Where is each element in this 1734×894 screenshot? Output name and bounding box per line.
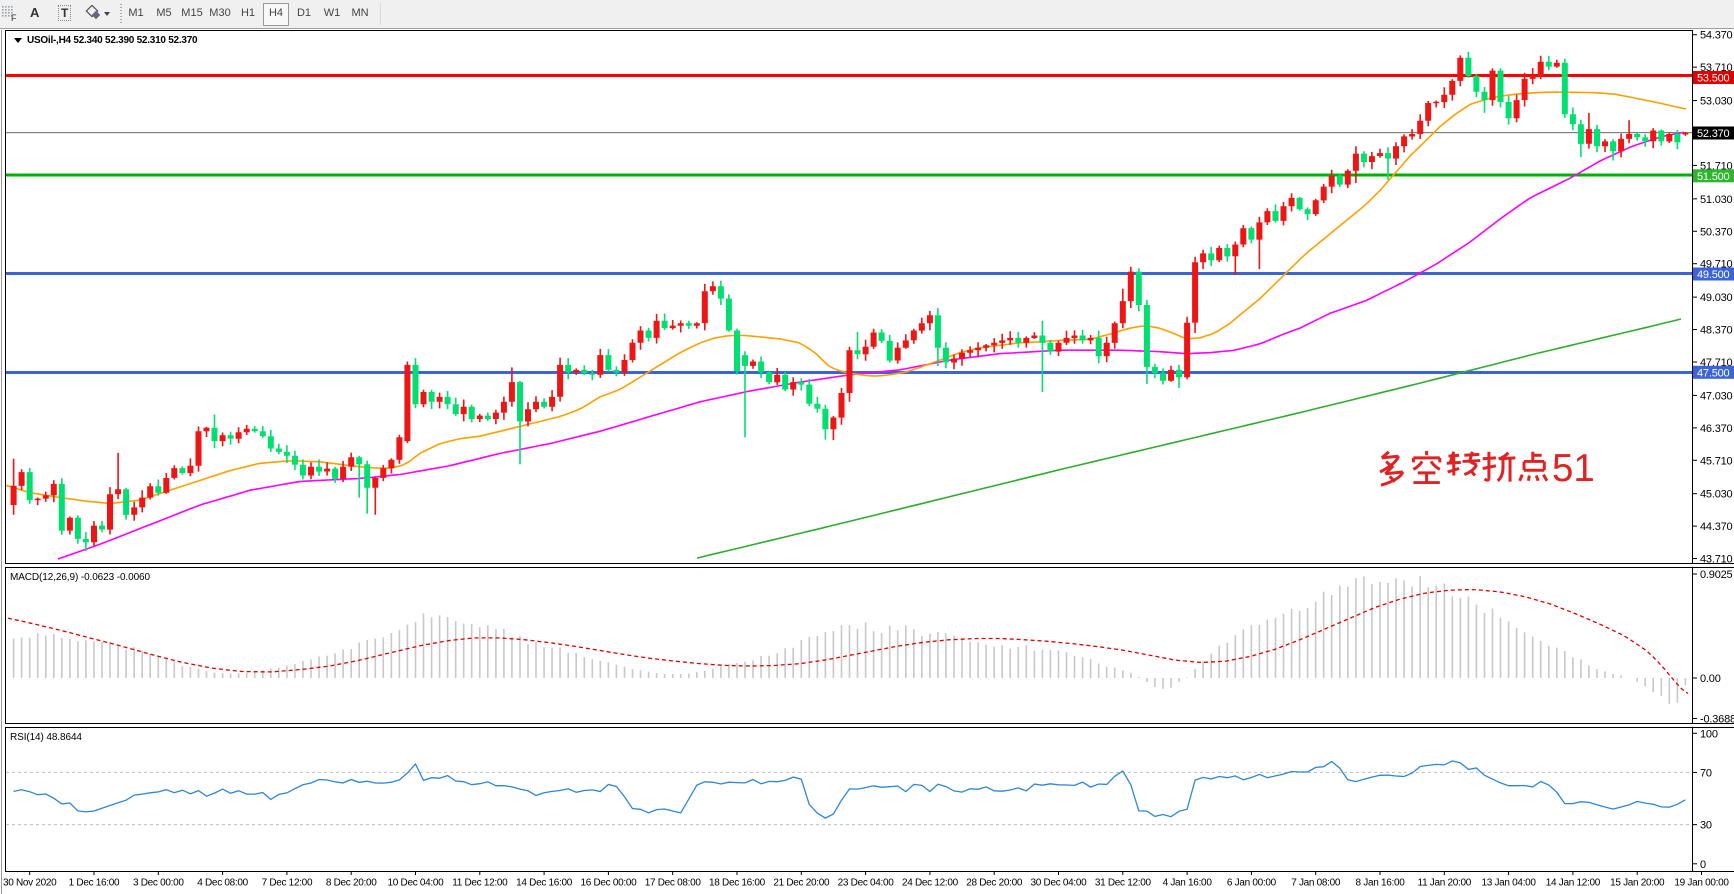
svg-text:21 Dec 20:00: 21 Dec 20:00 [773,878,830,889]
svg-text:14 Jan 12:00: 14 Jan 12:00 [1546,878,1601,889]
svg-text:31 Dec 12:00: 31 Dec 12:00 [1095,878,1152,889]
svg-text:4 Jan 16:00: 4 Jan 16:00 [1163,878,1213,889]
svg-text:53.500: 53.500 [1697,73,1730,85]
svg-text:48.370: 48.370 [1700,325,1733,337]
svg-text:16 Dec 00:00: 16 Dec 00:00 [580,878,637,889]
svg-text:1 Dec 16:00: 1 Dec 16:00 [69,878,120,889]
svg-text:49.500: 49.500 [1697,269,1730,281]
svg-text:11 Dec 12:00: 11 Dec 12:00 [452,878,508,889]
svg-text:18 Dec 16:00: 18 Dec 16:00 [709,878,766,889]
svg-text:51: 51 [1552,447,1595,490]
svg-text:51.500: 51.500 [1697,171,1730,183]
svg-text:17 Dec 08:00: 17 Dec 08:00 [645,878,702,889]
svg-text:11 Jan 20:00: 11 Jan 20:00 [1418,878,1472,889]
svg-text:30: 30 [1700,820,1712,832]
svg-text:14 Dec 16:00: 14 Dec 16:00 [516,878,573,889]
svg-text:MACD(12,26,9) -0.0623 -0.0060: MACD(12,26,9) -0.0623 -0.0060 [10,572,150,583]
svg-text:24 Dec 12:00: 24 Dec 12:00 [902,878,959,889]
svg-text:8 Jan 16:00: 8 Jan 16:00 [1356,878,1406,889]
svg-text:70: 70 [1700,767,1712,779]
svg-text:0: 0 [1700,859,1706,871]
svg-text:46.370: 46.370 [1700,423,1733,435]
svg-text:100: 100 [1700,728,1718,740]
svg-text:F: F [11,13,17,22]
svg-text:USOil-,H4 52.340 52.390 52.31: USOil-,H4 52.340 52.390 52.310 52.370 [27,35,198,46]
svg-text:45.710: 45.710 [1700,455,1733,467]
svg-text:47.030: 47.030 [1700,390,1733,402]
svg-text:4 Dec 08:00: 4 Dec 08:00 [197,878,248,889]
svg-text:47.500: 47.500 [1697,367,1730,379]
svg-text:0.00: 0.00 [1700,673,1721,685]
svg-text:43.710: 43.710 [1700,554,1733,566]
svg-text:30 Dec 04:00: 30 Dec 04:00 [1031,878,1088,889]
svg-text:0.9025: 0.9025 [1700,569,1733,581]
svg-text:30 Nov 2020: 30 Nov 2020 [3,878,57,889]
svg-text:7 Jan 08:00: 7 Jan 08:00 [1291,878,1341,889]
svg-text:54.370: 54.370 [1700,30,1733,42]
svg-text:RSI(14) 48.8644: RSI(14) 48.8644 [10,732,82,743]
svg-text:44.370: 44.370 [1700,521,1733,533]
svg-text:53.030: 53.030 [1700,96,1733,108]
svg-text:-0.3688: -0.3688 [1700,714,1734,726]
svg-text:19 Jan 00:00: 19 Jan 00:00 [1674,878,1729,889]
svg-text:28 Dec 20:00: 28 Dec 20:00 [966,878,1023,889]
svg-text:3 Dec 00:00: 3 Dec 00:00 [133,878,184,889]
svg-text:15 Jan 20:00: 15 Jan 20:00 [1610,878,1665,889]
svg-text:7 Dec 12:00: 7 Dec 12:00 [262,878,313,889]
svg-text:49.030: 49.030 [1700,292,1733,304]
svg-text:6 Jan 00:00: 6 Jan 00:00 [1227,878,1277,889]
svg-text:13 Jan 04:00: 13 Jan 04:00 [1481,878,1536,889]
svg-text:10 Dec 04:00: 10 Dec 04:00 [388,878,445,889]
svg-text:45.030: 45.030 [1700,489,1733,501]
svg-text:52.370: 52.370 [1697,128,1730,140]
svg-text:51.030: 51.030 [1700,194,1733,206]
svg-text:8 Dec 20:00: 8 Dec 20:00 [326,878,377,889]
svg-text:23 Dec 04:00: 23 Dec 04:00 [838,878,895,889]
svg-text:50.370: 50.370 [1700,226,1733,238]
